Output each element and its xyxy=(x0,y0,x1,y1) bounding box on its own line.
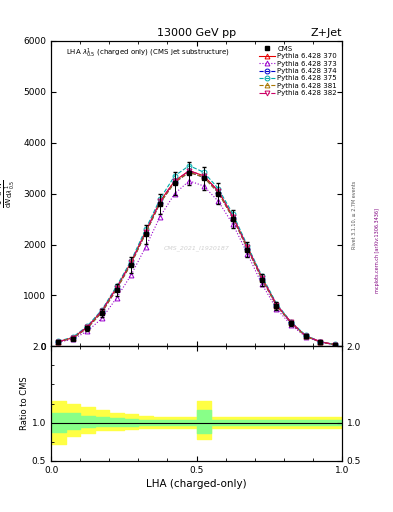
Text: Rivet 3.1.10, ≥ 2.7M events: Rivet 3.1.10, ≥ 2.7M events xyxy=(352,181,357,249)
Text: 13000 GeV pp: 13000 GeV pp xyxy=(157,28,236,38)
Legend: CMS, Pythia 6.428 370, Pythia 6.428 373, Pythia 6.428 374, Pythia 6.428 375, Pyt: CMS, Pythia 6.428 370, Pythia 6.428 373,… xyxy=(258,45,338,98)
Text: CMS_2021_I1920187: CMS_2021_I1920187 xyxy=(163,246,230,251)
Y-axis label: Ratio to CMS: Ratio to CMS xyxy=(20,377,29,431)
Text: LHA $\lambda^{1}_{0.5}$ (charged only) (CMS jet substructure): LHA $\lambda^{1}_{0.5}$ (charged only) (… xyxy=(66,47,230,60)
Text: Z+Jet: Z+Jet xyxy=(310,28,342,38)
Text: mcplots.cern.ch [arXiv:1306.3436]: mcplots.cern.ch [arXiv:1306.3436] xyxy=(375,208,380,293)
X-axis label: LHA (charged-only): LHA (charged-only) xyxy=(146,479,247,489)
Y-axis label: $\frac{1}{\mathrm{d}N} \frac{\mathrm{d}^2N}{\mathrm{d}\lambda^1_{0.5}}$: $\frac{1}{\mathrm{d}N} \frac{\mathrm{d}^… xyxy=(0,179,18,208)
